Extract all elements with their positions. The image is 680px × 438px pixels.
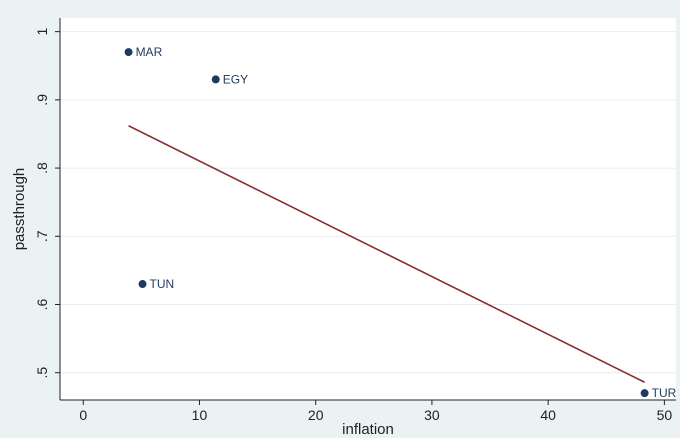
x-axis-ticks: 0 10 20 30 40 50 [79, 400, 672, 423]
data-point [211, 75, 220, 84]
y-tick-label: .6 [34, 298, 50, 310]
x-tick-label: 0 [79, 407, 87, 423]
data-point [138, 280, 147, 289]
x-tick-label: 30 [424, 407, 440, 423]
y-tick-label: .8 [34, 162, 50, 174]
y-tick-label: .7 [34, 230, 50, 242]
point-label: EGY [223, 72, 248, 86]
point-label: TUN [150, 277, 175, 291]
data-points: MAR EGY TUN TUR [124, 45, 677, 400]
y-axis-ticks: .5 .6 .7 .8 .9 1 [34, 28, 60, 379]
point-label: TUR [652, 386, 677, 400]
x-tick-label: 20 [308, 407, 324, 423]
data-point [124, 48, 133, 57]
x-axis-title: inflation [342, 421, 394, 438]
point-label: MAR [136, 45, 163, 59]
y-tick-label: .5 [34, 367, 50, 379]
x-tick-label: 10 [192, 407, 208, 423]
y-tick-label: 1 [34, 28, 50, 36]
y-tick-label: .9 [34, 94, 50, 106]
grid-lines [60, 31, 676, 374]
x-tick-label: 50 [657, 407, 673, 423]
data-point [640, 389, 649, 398]
plot-area [60, 18, 676, 400]
y-axis-title: passthrough [11, 168, 28, 251]
fit-line [128, 125, 645, 383]
x-tick-label: 40 [540, 407, 556, 423]
